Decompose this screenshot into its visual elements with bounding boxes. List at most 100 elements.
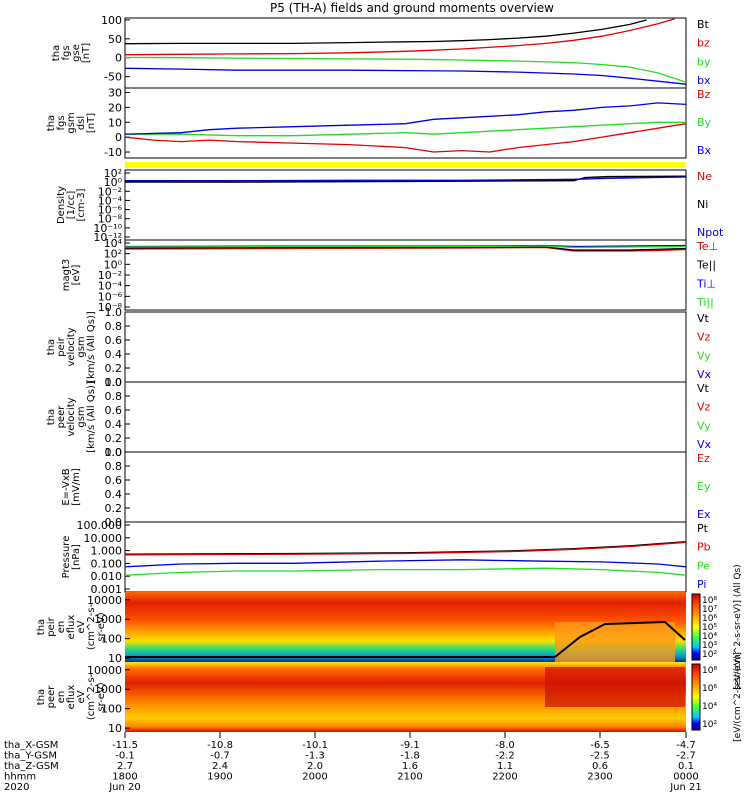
x-tick-label: 2200 (492, 772, 517, 783)
x-tick-label: 2.0 (307, 761, 323, 772)
colorbar-tick-label: 10⁴ (702, 632, 717, 642)
y-tick-label: 0.2 (105, 502, 123, 515)
legend-label: Npot (697, 226, 724, 239)
x-tick-label: -2.7 (676, 751, 696, 762)
legend-label: Vt (697, 312, 710, 325)
legend-label: Vt (697, 382, 710, 395)
y-tick-label: 10⁰ (104, 258, 123, 271)
panel-fgs_gse: thafgsgse[nT] -50 0 50 100 Bt bz by bx (51, 14, 711, 89)
legend-label: Pi (697, 578, 706, 591)
y-tick-label: 0.100 (91, 557, 123, 570)
x-tick-label: -1.3 (305, 751, 325, 762)
colorbar-label: [eV/(cm^2-s-sr-eV)] (733, 652, 743, 742)
series-line-Pi (124, 559, 687, 568)
colorbar-tick-label: 10⁷ (702, 605, 717, 615)
x-row-label: tha_Y-GSM (4, 751, 57, 762)
x-tick-label: -0.7 (210, 751, 230, 762)
y-tick-label: 10⁻⁴ (98, 280, 123, 293)
legend-label: Vz (697, 401, 711, 414)
x-tick-label: -2.5 (590, 751, 610, 762)
y-tick-label: 10⁻⁸ (98, 301, 123, 314)
legend-label: Pb (697, 541, 711, 554)
y-tick-label: 0.0 (105, 516, 123, 529)
x-tick-label: 2100 (397, 772, 422, 783)
x-tick-label: -4.7 (676, 740, 696, 751)
spectrogram-hot-region (545, 667, 685, 707)
y-tick-label: 0.2 (105, 432, 123, 445)
y-axis-label: thapeervelocitygsm[km/s (All Qs)] (46, 381, 97, 453)
x-tick-label: 1.1 (497, 761, 513, 772)
y-tick-label: 10⁻⁴ (98, 194, 123, 207)
x-tick-label: 0.1 (678, 761, 694, 772)
panel-pressure: Pressure[nPa] 100.00010.0001.0000.1000.01… (61, 519, 711, 596)
legend-label: Vy (697, 419, 711, 432)
series-line-by (124, 56, 687, 83)
plot-frame (124, 451, 687, 523)
y-axis-label: thapeirenefluxeV(cm^2-s-sr-eV) (36, 603, 107, 650)
y-axis-label: thapeirvelocitygsm[km/s (All Qs)] (46, 311, 97, 383)
x-tick-label: 0000 (673, 772, 698, 783)
x-tick-label: 1900 (207, 772, 232, 783)
y-axis-label: E=-VxB[mV/m] (61, 468, 82, 506)
colorbar-tick-label: 10⁸ (702, 666, 717, 676)
y-tick-label: 10⁻² (98, 269, 122, 282)
legend-label: Ni (697, 198, 708, 211)
plot-frame (124, 381, 687, 453)
y-tick-label: 10⁴ (104, 237, 123, 250)
series-line-Ti|| (124, 245, 687, 249)
y-tick-label: 10⁻⁶ (98, 204, 123, 217)
y-tick-label: 0 (115, 131, 122, 144)
colorbar-tick-label: 10³ (702, 641, 717, 651)
y-tick-label: 0.4 (105, 418, 123, 431)
colorbar-tick-label: 10⁶ (702, 684, 717, 694)
y-tick-label: 10000 (87, 594, 122, 607)
y-tick-label: 1.000 (91, 545, 123, 558)
x-tick-label: -11.5 (112, 740, 138, 751)
legend-label: bx (697, 74, 711, 87)
legend-label: Ti|| (696, 296, 714, 309)
y-tick-label: 0.2 (105, 362, 123, 375)
legend-label: bz (697, 37, 710, 50)
y-tick-label: 20 (108, 101, 122, 114)
y-axis-label: thapeerenefluxeV(cm^2-s-sr-eV) (36, 673, 107, 720)
y-tick-label: 10⁻² (98, 185, 122, 198)
x-tick-label: -2.2 (495, 751, 515, 762)
legend-label: Ey (697, 480, 711, 493)
y-tick-label: 10 (108, 652, 122, 665)
legend-label: Vy (697, 349, 711, 362)
y-tick-label: 0.0 (105, 446, 123, 459)
y-tick-label: 0.8 (105, 320, 123, 333)
colorbar-tick-label: 10² (702, 650, 717, 660)
y-tick-label: 10² (104, 248, 122, 261)
series-line-bz (124, 18, 675, 56)
y-tick-label: 10⁻¹² (93, 231, 122, 244)
x-row-label: tha_X-GSM (4, 740, 58, 751)
plot-frame (124, 521, 687, 593)
legend-label: Te|| (696, 259, 716, 272)
panel-density: Density[1/cc][cm-3]10²10⁰10⁻²10⁻⁴10⁻⁶10⁻… (56, 167, 724, 244)
x-row-label: hhmm (4, 772, 36, 783)
legend-label: Pt (697, 522, 709, 535)
y-tick-label: 10⁻⁶ (98, 290, 123, 303)
x-row-label: 2020 (4, 782, 29, 793)
y-tick-label: 0.8 (105, 390, 123, 403)
y-axis-label: thafgsgse[nT] (51, 43, 92, 63)
legend-label: Bt (697, 18, 710, 31)
legend-label: Bz (697, 88, 711, 101)
y-tick-label: 10.000 (84, 532, 123, 545)
x-tick-label: -10.8 (207, 740, 233, 751)
plot-frame (124, 311, 687, 383)
legend-label: Vz (697, 331, 711, 344)
y-tick-label: 100.000 (77, 519, 123, 532)
panel-peer_spec: thapeerenefluxeV(cm^2-s-sr-eV)10 100 1000 1… (36, 652, 743, 742)
y-tick-label: 50 (108, 33, 122, 46)
yellow-strip (125, 162, 686, 168)
y-tick-label: 0.4 (105, 348, 123, 361)
y-tick-label: 1000 (94, 683, 122, 696)
y-tick-label: 10 (108, 722, 122, 735)
plot-frame (124, 17, 687, 89)
